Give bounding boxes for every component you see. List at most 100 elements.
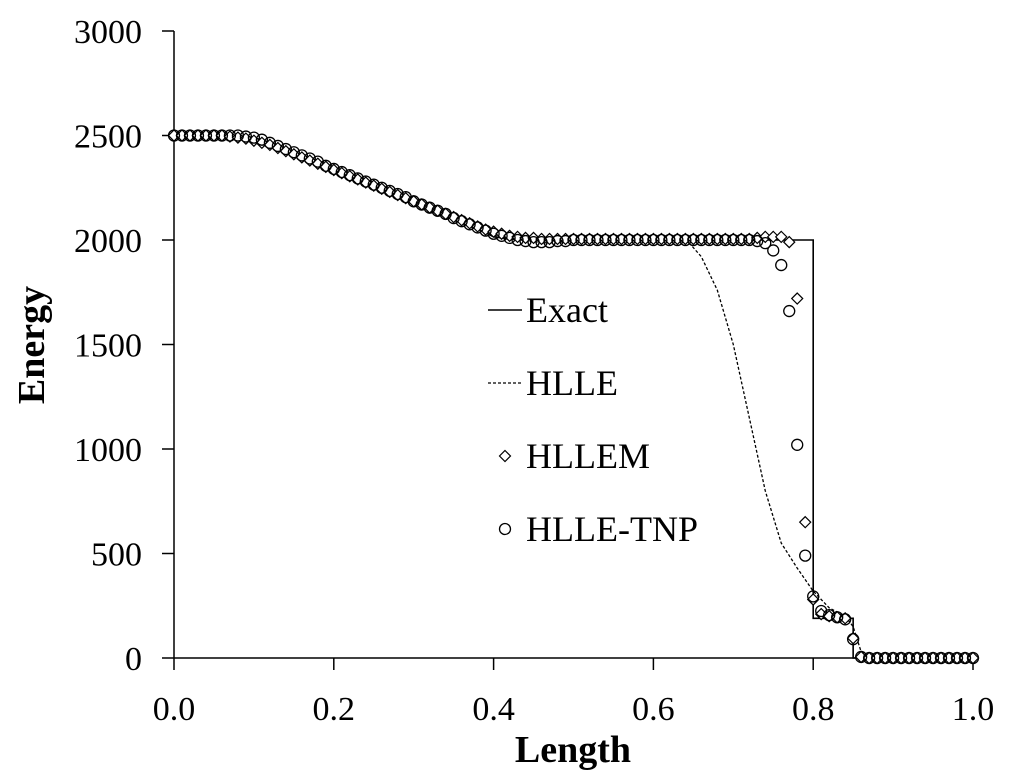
hlle-tnp-point: [894, 651, 908, 665]
legend-label: Exact: [526, 290, 608, 330]
hlle-tnp-point: [295, 149, 308, 162]
series-hlle-tnp: [167, 129, 980, 665]
hlle-tnp-point: [759, 236, 772, 250]
hlle-tnp-point: [719, 233, 732, 247]
hlle-tnp-point: [279, 142, 293, 156]
hlle-tnp-point: [263, 136, 277, 149]
hlle-tnp-point: [391, 187, 404, 201]
hlle-tnp-point: [950, 651, 964, 665]
hlle-tnp-point: [799, 549, 812, 562]
hlle-tnp-point: [663, 233, 676, 247]
hlle-tnp-point: [751, 234, 764, 248]
hlle-tnp-point: [559, 234, 572, 248]
hlle-tnp-point: [215, 129, 229, 142]
hlle-tnp-point: [247, 131, 261, 144]
x-tick-label: 0.2: [313, 691, 356, 728]
hlle-tnp-point: [383, 184, 396, 198]
series-hlle: [174, 134, 974, 659]
hlle-tnp-point: [191, 129, 205, 142]
hlle-tnp-point: [934, 651, 948, 665]
hlle-tnp-point: [343, 169, 356, 182]
legend: Exact HLLE HLLEM HLLE-TNP: [488, 290, 698, 549]
hlle-tnp-point: [359, 175, 372, 188]
hlle-tnp-point: [775, 258, 788, 272]
hlle-tnp-point: [679, 233, 692, 247]
hlle-tnp-point: [167, 129, 181, 142]
hlle-tnp-point: [543, 235, 556, 249]
y-tick-label: 1500: [74, 328, 142, 365]
x-tick-label: 0.4: [472, 691, 515, 728]
axes: 0 500 1000 1500 2000 2500 3000 0.0 0.2 0.4 0.6 0.8 1…: [74, 14, 994, 728]
hlle-tnp-point: [703, 233, 716, 247]
hlle-tnp-point: [599, 233, 612, 247]
x-tick-label: 0.6: [632, 691, 675, 728]
hlle-tnp-point: [942, 651, 956, 665]
x-tick-label: 1.0: [952, 691, 995, 728]
legend-item-hlle-tnp: HLLE-TNP: [498, 509, 698, 549]
hlle-tnp-point: [511, 233, 524, 247]
hlle-tnp-point: [471, 221, 484, 234]
hlle-tnp-point: [671, 233, 684, 247]
hlle-tnp-point: [239, 130, 253, 143]
y-tick-label: 2000: [74, 223, 142, 260]
hlle-tnp-point: [655, 233, 668, 247]
hlle-tnp-point: [615, 233, 628, 247]
hlle-tnp-point: [335, 165, 348, 179]
y-tick-label: 2500: [74, 119, 142, 156]
legend-swatch: [498, 449, 512, 463]
hlle-tnp-point: [479, 224, 492, 237]
hlle-tnp-point: [902, 651, 916, 665]
x-axis-title: Length: [515, 729, 631, 771]
hlle-tnp-point: [878, 651, 892, 665]
hllem-point: [846, 631, 860, 645]
hlle-line: [174, 134, 974, 659]
hlle-tnp-point: [519, 234, 532, 248]
hlle-tnp-point: [175, 129, 189, 142]
hlle-tnp-point: [639, 233, 652, 247]
hlle-tnp-point: [687, 233, 700, 247]
hlle-tnp-point: [503, 231, 516, 245]
legend-label: HLLE-TNP: [526, 509, 698, 549]
hllem-point: [806, 593, 820, 606]
hlle-tnp-point: [319, 159, 332, 172]
hllem-point: [790, 292, 804, 305]
hllem-point: [774, 230, 788, 244]
hlle-tnp-point: [487, 227, 500, 240]
hlle-tnp-point: [631, 233, 644, 247]
hlle-tnp-point: [351, 172, 364, 185]
hlle-tnp-point: [455, 215, 468, 228]
hlle-tnp-point: [207, 129, 221, 142]
hlle-tnp-point: [958, 651, 972, 665]
legend-swatch: [498, 522, 512, 536]
hllem-point: [782, 235, 796, 249]
hlle-tnp-point: [839, 613, 852, 626]
hlle-tnp-point: [854, 650, 868, 664]
hlle-tnp-point: [183, 129, 197, 142]
hlle-tnp-point: [375, 181, 388, 194]
hlle-tnp-point: [287, 146, 301, 159]
hlle-tnp-point: [735, 233, 748, 247]
hlle-tnp-point: [623, 233, 636, 247]
hlle-tnp-point: [199, 129, 213, 142]
hlle-tnp-point: [791, 438, 804, 451]
legend-item-hllem: HLLEM: [498, 436, 650, 476]
hlle-tnp-point: [823, 609, 836, 622]
hlle-tnp-point: [966, 651, 980, 665]
legend-item-exact: Exact: [488, 290, 608, 330]
hlle-tnp-point: [870, 651, 884, 665]
hlle-tnp-point: [591, 233, 604, 247]
hllem-point: [798, 515, 812, 529]
hlle-tnp-point: [535, 235, 548, 249]
hlle-tnp-point: [327, 162, 340, 176]
hlle-tnp-point: [607, 233, 620, 247]
y-tick-label: 500: [91, 537, 142, 574]
legend-label: HLLE: [526, 363, 618, 403]
hlle-tnp-point: [831, 611, 844, 624]
hlle-tnp-point: [926, 651, 940, 665]
hlle-tnp-point: [407, 195, 420, 208]
hlle-tnp-point: [551, 234, 564, 248]
hlle-tnp-point: [862, 651, 876, 665]
hlle-tnp-point: [431, 204, 444, 217]
y-tick-label: 1000: [74, 432, 142, 469]
legend-item-hlle: HLLE: [488, 363, 618, 403]
